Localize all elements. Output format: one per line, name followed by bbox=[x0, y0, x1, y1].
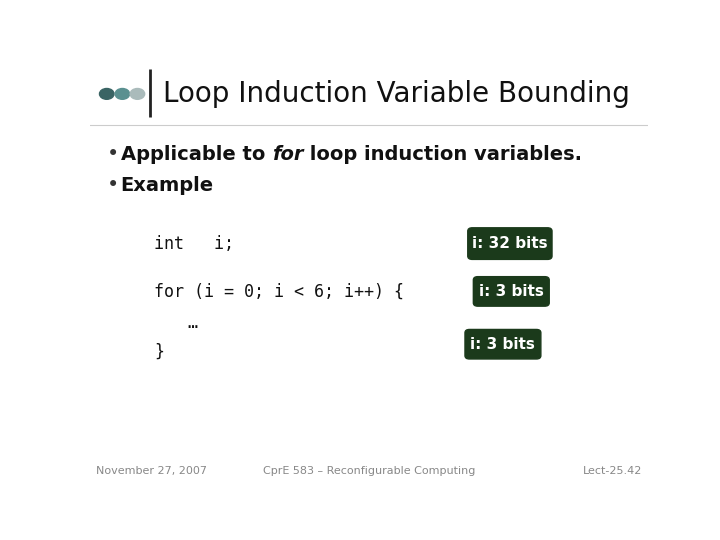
Text: i: 32 bits: i: 32 bits bbox=[472, 236, 548, 251]
FancyBboxPatch shape bbox=[465, 329, 541, 359]
Circle shape bbox=[115, 89, 130, 99]
Text: i: 3 bits: i: 3 bits bbox=[470, 337, 536, 352]
Text: int   i;: int i; bbox=[154, 234, 234, 253]
Text: Lect-25.42: Lect-25.42 bbox=[583, 467, 642, 476]
Text: }: } bbox=[154, 343, 164, 361]
FancyBboxPatch shape bbox=[473, 276, 549, 306]
Text: i: 3 bits: i: 3 bits bbox=[479, 284, 544, 299]
Text: •: • bbox=[107, 176, 119, 195]
FancyBboxPatch shape bbox=[468, 228, 552, 259]
Text: for (i = 0; i < 6; i++) {: for (i = 0; i < 6; i++) { bbox=[154, 282, 404, 300]
Text: Applicable to: Applicable to bbox=[121, 145, 272, 164]
Text: CprE 583 – Reconfigurable Computing: CprE 583 – Reconfigurable Computing bbox=[263, 467, 475, 476]
Text: November 27, 2007: November 27, 2007 bbox=[96, 467, 207, 476]
Text: loop induction variables.: loop induction variables. bbox=[303, 145, 582, 164]
Text: …: … bbox=[188, 314, 198, 332]
Text: for: for bbox=[272, 145, 303, 164]
Circle shape bbox=[99, 89, 114, 99]
Circle shape bbox=[130, 89, 145, 99]
Text: •: • bbox=[107, 144, 119, 164]
Text: Loop Induction Variable Bounding: Loop Induction Variable Bounding bbox=[163, 80, 629, 108]
Text: Example: Example bbox=[121, 176, 214, 195]
